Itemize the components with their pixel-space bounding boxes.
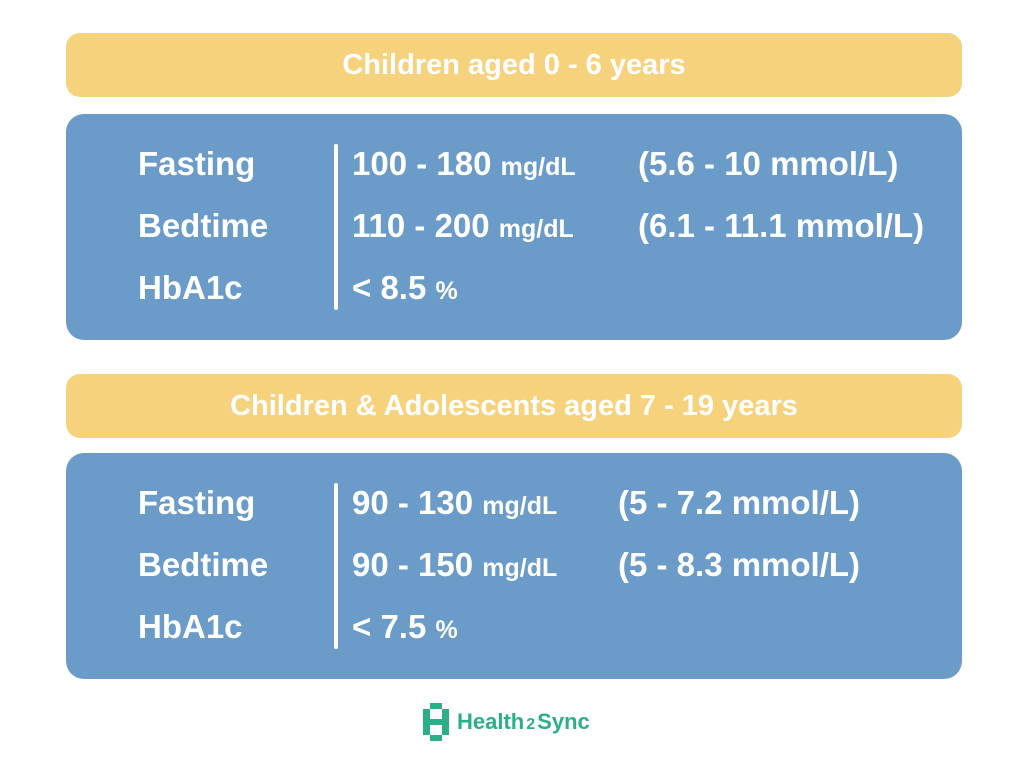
group-1-title: Children aged 0 - 6 years (342, 48, 686, 81)
fasting-range-unit: mg/dL (482, 492, 558, 520)
health2sync-logo-icon (423, 703, 449, 741)
group-2-panel: Fasting 90 - 130 mg/dL (5 - 7.2 mmol/L) … (66, 453, 962, 679)
bedtime-range: 90 - 150 mg/dL (352, 546, 557, 584)
hba1c-range-unit: % (435, 277, 458, 305)
brand-name-part2: 2 (526, 716, 536, 733)
bedtime-mmol: (5 - 8.3 mmol/L) (618, 546, 861, 583)
fasting-range-value: 90 - 130 (352, 484, 474, 521)
hba1c-range-value: < 8.5 (352, 269, 427, 306)
fasting-range-unit: mg/dL (500, 153, 576, 181)
group-2-title: Children & Adolescents aged 7 - 19 years (230, 389, 798, 422)
group-1-title-banner: Children aged 0 - 6 years (66, 33, 962, 97)
health2sync-logo: Health 2Sync (423, 702, 590, 742)
bedtime-label: Bedtime (138, 207, 269, 244)
bedtime-range-value: 90 - 150 (352, 546, 474, 583)
group-1-divider (334, 144, 338, 310)
bedtime-range: 110 - 200 mg/dL (352, 207, 574, 245)
brand-name: Health 2Sync (457, 709, 590, 735)
hba1c-range-value: < 7.5 (352, 608, 427, 645)
fasting-mmol: (5.6 - 10 mmol/L) (638, 145, 899, 182)
bedtime-mmol: (6.1 - 11.1 mmol/L) (638, 207, 925, 244)
bedtime-range-unit: mg/dL (498, 215, 574, 243)
group-2-title-banner: Children & Adolescents aged 7 - 19 years (66, 374, 962, 438)
fasting-label: Fasting (138, 145, 256, 182)
bedtime-range-value: 110 - 200 (352, 207, 490, 244)
group-1-panel: Fasting 100 - 180 mg/dL (5.6 - 10 mmol/L… (66, 114, 962, 340)
hba1c-label: HbA1c (138, 608, 243, 645)
hba1c-range: < 8.5 % (352, 269, 458, 307)
fasting-range: 100 - 180 mg/dL (352, 145, 576, 183)
fasting-mmol: (5 - 7.2 mmol/L) (618, 484, 861, 521)
hba1c-range-unit: % (435, 616, 458, 644)
fasting-range: 90 - 130 mg/dL (352, 484, 557, 522)
hba1c-range: < 7.5 % (352, 608, 458, 646)
hba1c-label: HbA1c (138, 269, 243, 306)
bedtime-range-unit: mg/dL (482, 554, 558, 582)
fasting-label: Fasting (138, 484, 256, 521)
fasting-range-value: 100 - 180 (352, 145, 492, 182)
brand-name-part1: Health (457, 709, 525, 734)
bedtime-label: Bedtime (138, 546, 269, 583)
brand-name-part3: Sync (537, 709, 590, 734)
group-2-divider (334, 483, 338, 649)
